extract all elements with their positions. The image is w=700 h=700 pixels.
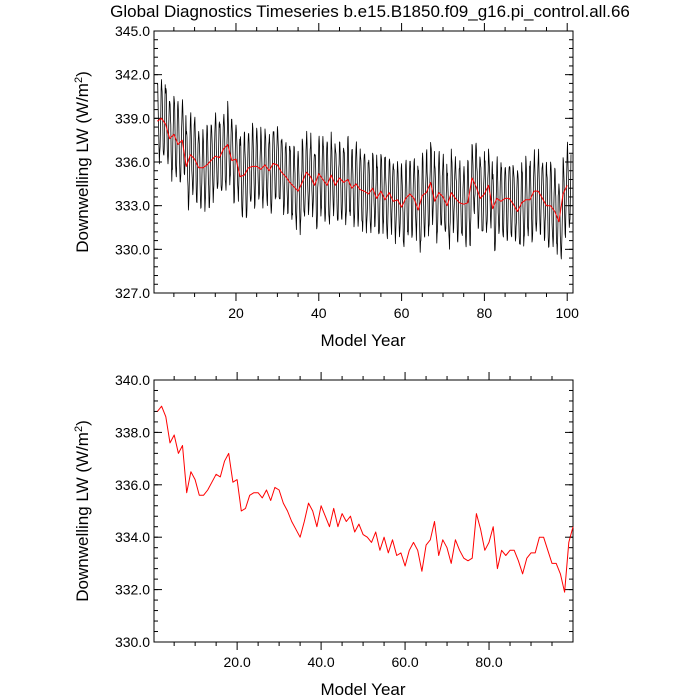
top-xtick-label: 100 [556, 305, 580, 321]
bottom-tick-labels: 330.0 332.0 334.0 336.0 338.0 340.0 20.0 40.0 60… [115, 372, 503, 670]
top-ytick-label: 345.0 [115, 23, 150, 39]
top-ytick-label: 327.0 [115, 285, 150, 301]
bottom-y-axis-label: Downwelling LW (W/m2) [73, 420, 92, 602]
bottom-xtick-label: 20.0 [224, 654, 251, 670]
bottom-series-group [157, 405, 574, 593]
top-y-axis-label: Downwelling LW (W/m2) [73, 71, 92, 253]
top-axis-ticks [154, 23, 573, 301]
top-xtick-label: 40 [311, 305, 327, 321]
top-xtick-label: 20 [228, 305, 244, 321]
bottom-series-annual-line [157, 405, 574, 593]
top-ytick-label: 339.0 [115, 110, 150, 126]
page-title: Global Diagnostics Timeseries b.e15.B185… [110, 2, 630, 21]
bottom-xtick-label: 60.0 [391, 654, 418, 670]
top-ytick-label: 333.0 [115, 198, 150, 214]
bottom-ytick-label: 332.0 [115, 582, 150, 598]
bottom-plot-frame [153, 379, 574, 643]
top-x-axis-label: Model Year [320, 331, 405, 350]
bottom-xtick-label: 80.0 [475, 654, 502, 670]
bottom-chart-panel: 330.0 332.0 334.0 336.0 338.0 340.0 20.0 40.0 60… [73, 372, 574, 699]
top-tick-labels: 327.0 330.0 333.0 336.0 339.0 342.0 345.0 20 40 6… [115, 23, 579, 321]
top-ytick-label: 342.0 [115, 67, 150, 83]
bottom-ytick-label: 334.0 [115, 529, 150, 545]
top-series-group [156, 79, 572, 260]
bottom-xtick-label: 40.0 [307, 654, 334, 670]
bottom-ytick-label: 340.0 [115, 372, 150, 388]
top-chart-panel: 327.0 330.0 333.0 336.0 339.0 342.0 345.0 20 40 6… [73, 23, 579, 350]
bottom-ytick-label: 338.0 [115, 424, 150, 440]
bottom-ytick-label: 336.0 [115, 477, 150, 493]
bottom-ytick-label: 330.0 [115, 634, 150, 650]
top-xtick-label: 80 [477, 305, 493, 321]
top-series-annual-line [157, 117, 568, 223]
bottom-axis-ticks [154, 372, 573, 650]
top-ytick-label: 336.0 [115, 154, 150, 170]
top-xtick-label: 60 [394, 305, 410, 321]
top-series-monthly-line [156, 79, 572, 260]
top-ytick-label: 330.0 [115, 241, 150, 257]
bottom-x-axis-label: Model Year [320, 680, 405, 699]
